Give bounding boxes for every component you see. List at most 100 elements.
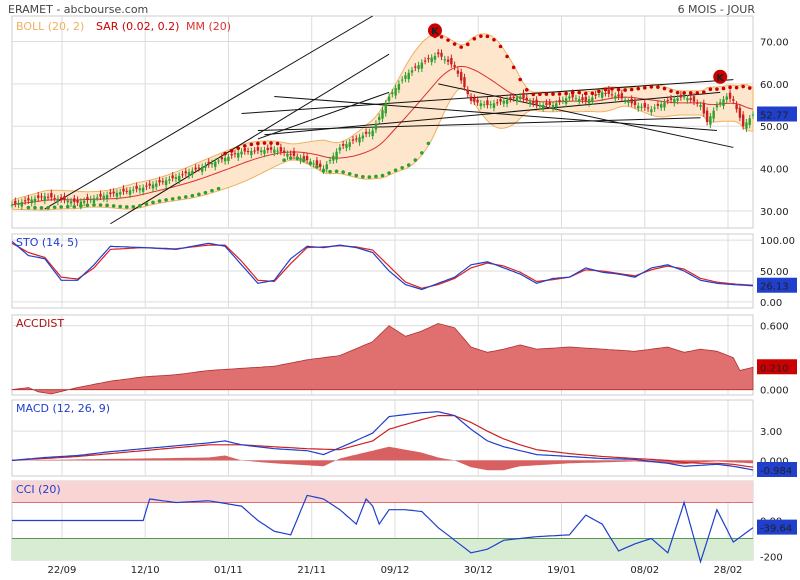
candle-body (315, 160, 319, 166)
x-axis-label: 30/12 (464, 565, 493, 576)
x-axis-label: 08/02 (630, 565, 659, 576)
sar-dot (118, 204, 122, 209)
sar-dot (702, 90, 706, 94)
sar-dot (157, 199, 162, 203)
candle-body (158, 180, 161, 183)
sar-dot (708, 87, 713, 92)
sar-dot (361, 174, 365, 179)
price-legend-item: BOLL (20, 2) (16, 20, 84, 33)
candle-body (378, 116, 381, 121)
candle-body (394, 88, 397, 96)
candle-body (118, 192, 122, 195)
candle-body (427, 58, 430, 60)
candle-body (187, 172, 191, 176)
sar-dot (420, 151, 424, 155)
accdist-axis-tick: 0.600 (760, 322, 789, 333)
candle-body (358, 137, 361, 143)
macd-histogram (12, 446, 753, 471)
candle-body (210, 163, 214, 165)
sar-dot (164, 198, 168, 202)
sar-dot (367, 175, 372, 179)
cci-title: CCI (20) (16, 483, 61, 496)
candle-body (79, 201, 83, 207)
sar-dot (275, 141, 280, 146)
candle-body (630, 98, 633, 104)
candle-body (355, 138, 358, 140)
candle-body (633, 101, 637, 106)
sar-dot (636, 86, 641, 91)
candle-body (207, 161, 210, 165)
sar-dot (282, 158, 286, 162)
sar-dot (538, 92, 542, 97)
candle-body (86, 197, 89, 201)
sar-dot (728, 85, 732, 90)
candle-body (653, 107, 656, 109)
trend-line (257, 91, 390, 140)
candle-body (459, 72, 463, 81)
sar-dot (603, 87, 608, 92)
candle-body (656, 103, 660, 106)
sar-dot (485, 34, 490, 39)
candle-body (732, 99, 735, 101)
sar-dot (623, 88, 627, 92)
sar-dot (675, 90, 680, 95)
sar-dot (413, 158, 418, 162)
sar-dot (210, 188, 214, 193)
sar-dot (734, 85, 739, 90)
candle-body (414, 66, 417, 68)
candle-body (466, 89, 469, 95)
trend-line (274, 96, 717, 131)
candle-body (587, 99, 591, 104)
sar-dot (85, 203, 90, 208)
price-last-value: 52.77 (760, 110, 789, 121)
sar-dot (302, 158, 306, 163)
sar-dot (341, 170, 345, 174)
candle-body (282, 150, 286, 153)
candle-body (433, 55, 437, 60)
candle-body (259, 150, 263, 153)
candle-body (525, 97, 528, 100)
candle-body (443, 59, 446, 61)
candle-body (745, 122, 748, 129)
candle-body (699, 105, 702, 107)
signal-marker-label: K (431, 26, 440, 37)
macd-axis-tick: 3.00 (760, 427, 782, 438)
price-axis-tick: 60.00 (760, 80, 789, 91)
candle-body (217, 160, 220, 162)
sar-dot (656, 85, 660, 89)
candle-body (155, 183, 158, 187)
candle-body (332, 155, 335, 161)
candle-body (532, 101, 535, 104)
candle-body (551, 105, 555, 109)
candle-body (102, 195, 106, 199)
sar-dot (439, 35, 444, 39)
candle-body (345, 144, 348, 148)
candle-body (640, 106, 643, 108)
trend-line (438, 83, 734, 148)
candle-body (696, 102, 699, 104)
candle-body (112, 191, 115, 194)
candle-body (164, 180, 168, 186)
candle-body (227, 156, 230, 162)
moving-average-line (11, 65, 754, 206)
sar-dot (190, 193, 195, 198)
candle-body (305, 156, 309, 161)
candle-body (200, 166, 204, 172)
candle-body (338, 147, 342, 151)
candle-body (610, 94, 614, 96)
sar-dot (564, 91, 568, 96)
sar-dot (229, 149, 234, 153)
x-axis-label: 12/10 (131, 565, 160, 576)
candle-body (646, 107, 650, 109)
candle-body (571, 92, 574, 98)
sar-dot (426, 141, 431, 146)
candle-body (417, 65, 420, 69)
sar-dot (203, 190, 208, 195)
candle-body (341, 144, 345, 146)
sar-dot (472, 36, 477, 41)
candle-body (276, 150, 279, 152)
candle-body (496, 102, 499, 104)
sar-dot (98, 203, 103, 207)
candle-body (178, 175, 181, 181)
candle-body (148, 183, 151, 186)
